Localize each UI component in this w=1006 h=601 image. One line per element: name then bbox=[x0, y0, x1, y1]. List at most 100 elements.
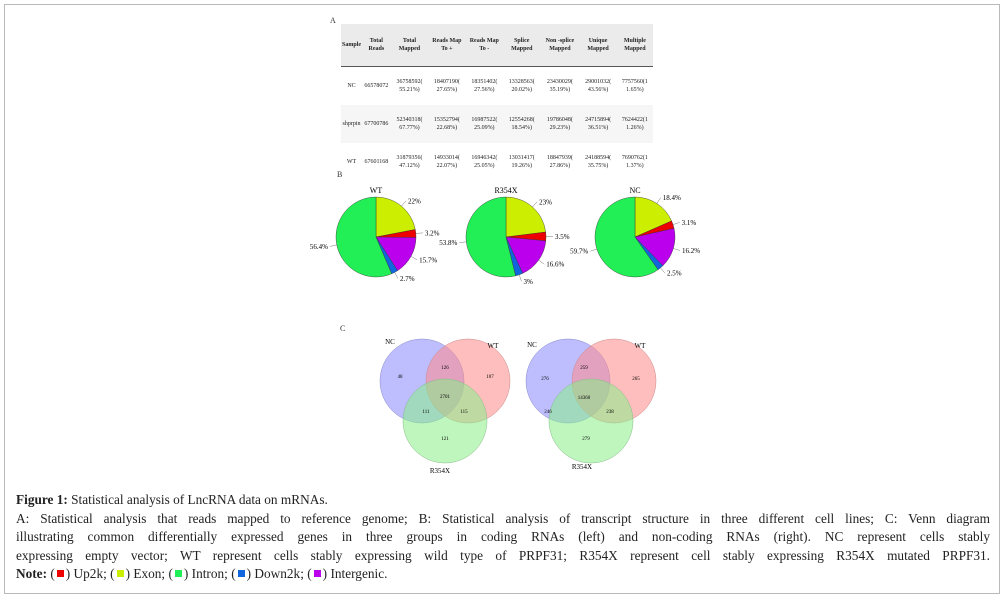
venn-count: 115 bbox=[460, 410, 468, 415]
venn-count: 107 bbox=[486, 375, 494, 380]
venn-set-label: R354X bbox=[430, 467, 450, 475]
header-cell: Total Mapped bbox=[390, 24, 429, 67]
legend-item-intergenic: () Intergenic. bbox=[307, 566, 388, 581]
venn-coding-rnas: NC WT R354X 48 107 121 126 111 115 2701 bbox=[379, 338, 511, 475]
pie-slice-intron bbox=[594, 196, 659, 278]
pie-slice-label: 16.2% bbox=[682, 247, 700, 255]
header-cell: Total Reads bbox=[362, 24, 391, 67]
table-cell: 13031417( 19.26%) bbox=[508, 155, 535, 169]
table-cell: 66578072 bbox=[362, 66, 391, 105]
table-row: NC 66578072 36758592( 55.21%) 18407190( … bbox=[341, 66, 653, 105]
table-cell: shprpin bbox=[341, 105, 363, 143]
pie-leader-line bbox=[532, 201, 538, 208]
header-cell: Splice Mapped bbox=[503, 24, 541, 67]
legend-item-down2k: () Down2k; bbox=[231, 566, 304, 581]
venn-diagrams: NC WT R354X 48 107 121 126 111 115 2701 … bbox=[379, 338, 657, 475]
note-label: Note: bbox=[16, 566, 48, 581]
pie-chart: NC 18.4% 3.1% 16.2% 2.5% 59.7% bbox=[570, 186, 700, 278]
legend-swatch bbox=[237, 570, 245, 577]
venn-circle-r354x bbox=[402, 378, 488, 464]
header-cell: Multiple Mapped bbox=[616, 24, 653, 67]
legend-label: Intergenic bbox=[330, 566, 385, 581]
table-cell: 16946342( 25.05%) bbox=[471, 155, 498, 169]
pie-leader-line bbox=[538, 260, 545, 265]
header-cell: Reads Map To - bbox=[465, 24, 504, 67]
table-cell: 24188594( 35.75%) bbox=[585, 155, 612, 169]
table-cell: 31879356( 47.12%) bbox=[396, 155, 423, 169]
pie-slice-label: 59.7% bbox=[570, 248, 588, 256]
legend-item-up2k: () Up2k; bbox=[50, 566, 107, 581]
pie-leader-line bbox=[394, 272, 399, 279]
table-cell: 12554268( 18.54%) bbox=[503, 105, 541, 143]
table-cell: 18847939( 27.86%) bbox=[546, 155, 573, 169]
pie-slice-label: 2.7% bbox=[400, 275, 415, 283]
table-row: WT 67601168 31879356( 47.12%) 14933014( … bbox=[341, 143, 653, 181]
table-cell: 7757560(1 1.65%) bbox=[616, 66, 653, 105]
pie-chart: R354X 23% 3.5% 16.6% 3% 53.8% bbox=[439, 186, 569, 286]
table-cell: 18351402( 27.56%) bbox=[465, 66, 504, 105]
header-cell: Sample bbox=[341, 24, 363, 67]
pie-leader-line bbox=[410, 256, 418, 260]
table-cell: 7690762(1 1.37%) bbox=[621, 155, 648, 169]
venn-set-label: WT bbox=[488, 342, 500, 350]
legend-swatch bbox=[56, 570, 64, 577]
pie-slice-label: 3% bbox=[524, 278, 534, 286]
venn-set-label: NC bbox=[527, 341, 537, 349]
venn-set-label: WT bbox=[635, 342, 647, 350]
pie-leader-line bbox=[329, 244, 337, 247]
venn-count: 246 bbox=[544, 410, 552, 415]
figure-frame bbox=[4, 4, 1000, 594]
venn-noncoding-rnas: NC WT R354X 276 265 279 259 246 238 1436… bbox=[525, 338, 657, 471]
legend-swatch bbox=[116, 570, 124, 577]
figure-title: Statistical analysis of LncRNA data on m… bbox=[67, 492, 328, 507]
table-cell: NC bbox=[341, 66, 363, 105]
legend-label: Up2k bbox=[73, 566, 104, 581]
legend-item-intron: () Intron; bbox=[168, 566, 228, 581]
caption-line: illustrating common differentially expre… bbox=[16, 529, 990, 544]
pie-slice-exon bbox=[505, 196, 546, 238]
pie-leader-line bbox=[660, 267, 666, 274]
venn-count: 14360 bbox=[578, 396, 591, 401]
header-cell: Unique Mapped bbox=[579, 24, 617, 67]
table-cell: 67601168 bbox=[364, 159, 389, 165]
legend-label: Exon bbox=[133, 566, 162, 581]
table-cell: WT bbox=[346, 159, 357, 165]
table-cell: 67700786 bbox=[362, 105, 391, 143]
table-cell: 23430029( 35.19%) bbox=[540, 66, 580, 105]
header-cell: Reads Map To + bbox=[428, 24, 466, 67]
venn-count: 265 bbox=[632, 377, 640, 382]
pie-leader-line bbox=[656, 197, 661, 204]
venn-circle-r354x bbox=[548, 378, 634, 464]
caption-note: Note: () Up2k; () Exon; () Intron; () Do… bbox=[16, 565, 990, 584]
mapping-stats-table: Sample Total Reads Total Mapped Reads Ma… bbox=[341, 24, 653, 181]
legend-item-exon: () Exon; bbox=[110, 566, 166, 581]
venn-set-label: NC bbox=[385, 338, 395, 346]
table-cell: 29001032( 43.56%) bbox=[579, 66, 617, 105]
pie-slice-label: 3.1% bbox=[682, 219, 697, 227]
pie-charts: WT 22% 3.2% 15.7% 2.7% 56.4% R354X 23% 3.5% 16.6%… bbox=[310, 186, 700, 286]
figure-caption: Figure 1: Statistical analysis of LncRNA… bbox=[16, 491, 990, 584]
table-cell: 18407190( 27.65%) bbox=[428, 66, 466, 105]
figure-label: Figure 1: bbox=[16, 492, 68, 507]
legend-label: Down2k bbox=[254, 566, 301, 581]
pie-leader-line bbox=[415, 232, 423, 234]
table-cell: 15352794( 22.68%) bbox=[428, 105, 466, 143]
table-cell: 13328563( 20.02%) bbox=[503, 66, 541, 105]
pie-slice-label: 2.5% bbox=[667, 270, 682, 278]
caption-title-line: Figure 1: Statistical analysis of LncRNA… bbox=[16, 491, 990, 510]
venn-count: 279 bbox=[582, 437, 590, 442]
venn-count: 48 bbox=[398, 375, 404, 380]
pie-slice-label: 56.4% bbox=[310, 243, 328, 251]
legend-swatch bbox=[313, 570, 321, 577]
venn-count: 259 bbox=[580, 366, 588, 371]
pie-chart: WT 22% 3.2% 15.7% 2.7% 56.4% bbox=[310, 186, 440, 283]
pie-leader-line bbox=[673, 248, 681, 251]
pie-slice-label: 22% bbox=[408, 197, 421, 205]
caption-line: expressing empty vector; WT represent ce… bbox=[16, 547, 990, 563]
table-cell: 24715894( 36.51%) bbox=[579, 105, 617, 143]
table-cell: 16987522( 25.09%) bbox=[465, 105, 504, 143]
panel-label-c: C bbox=[340, 324, 346, 333]
pie-slice-label: 3.2% bbox=[425, 229, 440, 237]
pie-leader-line bbox=[519, 274, 522, 282]
pie-slice-label: 15.7% bbox=[419, 256, 437, 264]
